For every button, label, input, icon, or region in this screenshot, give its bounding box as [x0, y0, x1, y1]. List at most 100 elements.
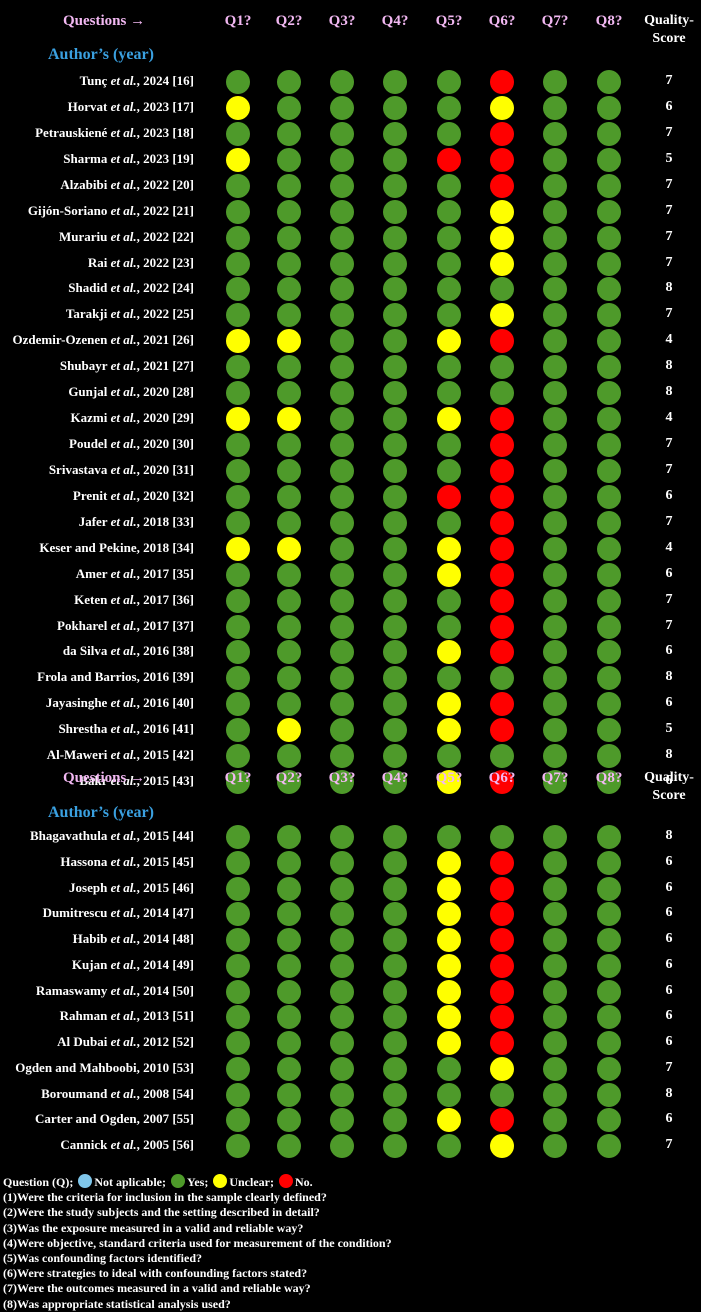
rating-dot-q7 [543, 251, 567, 276]
rating-dot-q1 [226, 850, 250, 875]
quality-score-value: 8 [665, 747, 673, 763]
rating-dot-q1 [226, 510, 250, 535]
rating-dot-q1 [226, 692, 250, 717]
rating-dot-q1 [226, 407, 250, 432]
question-text: (8)Was appropriate statistical analysis … [3, 1296, 231, 1311]
rating-dot-q2 [277, 744, 301, 769]
rating-dot-q8 [597, 303, 621, 328]
rating-dot-q1 [226, 1031, 250, 1055]
rating-dot-q6 [490, 744, 514, 769]
author-label: Ozdemir-Ozenen et al., 2021 [26] [12, 332, 195, 348]
author-label: Carter and Ogden, 2007 [55] [34, 1111, 194, 1127]
column-header-q3: Q3? [328, 13, 356, 29]
rating-dot-q5 [437, 433, 461, 458]
rating-dot-q7 [543, 692, 567, 717]
rating-dot-q7 [543, 953, 567, 978]
author-label: Srivastava et al., 2020 [31] [48, 461, 194, 477]
rating-dot-q5 [437, 902, 461, 927]
rating-dot-q2 [277, 303, 301, 328]
column-header-q8: Q8? [595, 770, 623, 786]
rating-dot-q4 [383, 902, 407, 927]
author-label: Bakr et al., 2015 [43] [79, 773, 194, 789]
author-label: Petrauskiené et al., 2023 [18] [35, 124, 194, 140]
rating-dot-q3 [330, 744, 354, 769]
rating-dot-q8 [597, 640, 621, 665]
rating-dot-q2 [277, 928, 301, 952]
rating-dot-q4 [383, 510, 407, 535]
rating-dot-q5 [437, 876, 461, 901]
rating-dot-q3 [330, 407, 354, 432]
rating-dot-q4 [383, 536, 407, 561]
quality-score-value: 6 [665, 487, 673, 503]
quality-score-value: 4 [665, 539, 673, 555]
quality-score-header: Quality- [644, 13, 694, 28]
author-label: Rahman et al., 2013 [51] [59, 1008, 194, 1024]
rating-dot-q5 [437, 692, 461, 717]
rating-dot-q4 [383, 876, 407, 901]
rating-dot-q7 [543, 825, 567, 849]
rating-dot-q8 [597, 876, 621, 901]
column-header-q1: Q1? [224, 770, 252, 786]
rating-dot-q6 [490, 121, 514, 146]
rating-dot-q6 [490, 953, 514, 978]
rating-dot-q1 [226, 381, 250, 406]
rating-dot-q6 [490, 355, 514, 380]
author-label: Prenit et al., 2020 [32] [72, 487, 194, 503]
column-header-q1: Q1? [224, 13, 252, 29]
rating-dot-q3 [330, 902, 354, 927]
rating-dot-q6 [490, 562, 514, 587]
rating-dot-q3 [330, 1056, 354, 1081]
rating-dot-q6 [490, 381, 514, 406]
rating-dot-q1 [226, 614, 250, 639]
rating-dot-q5 [437, 744, 461, 769]
quality-score-value: 7 [665, 254, 673, 270]
column-header-q6: Q6? [488, 770, 516, 786]
rating-dot-q5 [437, 458, 461, 483]
rating-dot-q6 [490, 692, 514, 717]
rating-dot-q4 [383, 484, 407, 509]
author-label: Shadid et al., 2022 [24] [68, 280, 194, 296]
rating-dot-q6 [490, 979, 514, 1004]
quality-score-header: Score [652, 31, 686, 46]
rating-dot-q5 [437, 1134, 461, 1158]
rating-dot-q5 [437, 251, 461, 276]
author-label: Dumitrescu et al., 2014 [47] [42, 905, 194, 921]
rating-dot-q4 [383, 225, 407, 250]
rating-dot-q4 [383, 850, 407, 875]
rating-dot-q3 [330, 1031, 354, 1055]
rating-dot-q7 [543, 433, 567, 458]
rating-dot-q8 [597, 484, 621, 509]
quality-score-value: 7 [665, 124, 673, 140]
rating-dot-q3 [330, 692, 354, 717]
quality-score-value: 7 [665, 436, 673, 452]
rating-dot-q1 [226, 902, 250, 927]
rating-dot-q5 [437, 562, 461, 587]
rating-dot-q4 [383, 979, 407, 1004]
rating-dot-q6 [490, 1056, 514, 1081]
rating-dot-q2 [277, 458, 301, 483]
legend-dot-not-applicable [78, 1174, 93, 1188]
quality-score-value: 7 [665, 176, 673, 192]
rating-dot-q6 [490, 329, 514, 354]
author-label: Habib et al., 2014 [48] [72, 931, 194, 946]
quality-score-value: 6 [665, 1034, 673, 1049]
rating-dot-q8 [597, 95, 621, 120]
rating-dot-q4 [383, 433, 407, 458]
quality-score-value: 7 [665, 202, 673, 218]
rating-dot-q6 [490, 225, 514, 250]
rating-dot-q1 [226, 1134, 250, 1158]
rating-dot-q2 [277, 1005, 301, 1030]
rating-dot-q3 [330, 536, 354, 561]
author-label: Al-Maweri et al., 2015 [42] [46, 747, 194, 763]
rating-dot-q4 [383, 95, 407, 120]
rating-dot-q7 [543, 588, 567, 613]
rating-dot-q2 [277, 433, 301, 458]
rating-dot-q4 [383, 640, 407, 665]
legend-label-unclear: Unclear; [229, 1175, 274, 1189]
quality-score-value: 5 [665, 150, 673, 166]
rating-dot-q8 [597, 225, 621, 250]
rating-dot-q5 [437, 355, 461, 380]
rating-dot-q6 [490, 251, 514, 276]
rating-dot-q3 [330, 1082, 354, 1107]
rating-dot-q3 [330, 1134, 354, 1158]
